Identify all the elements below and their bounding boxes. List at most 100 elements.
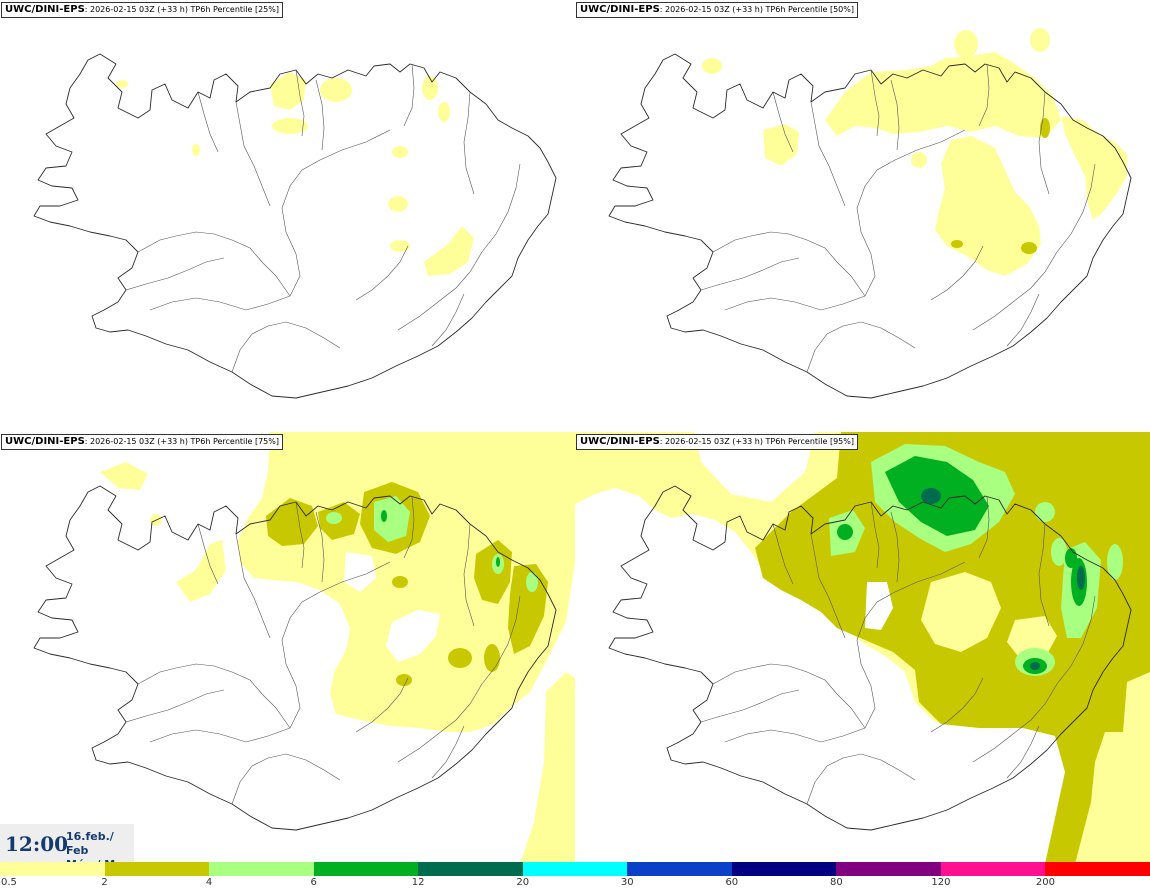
- road-line: [125, 257, 225, 291]
- model-name: UWC/DINI-EPS: [5, 436, 85, 447]
- road-line: [281, 561, 391, 729]
- color-legend-ticks: 0.5 2 4 6 12 20 30 60 80 120 200: [0, 876, 1150, 891]
- legend-tick-label: 6: [310, 877, 317, 888]
- precip-area: [1040, 118, 1050, 138]
- precip-area: [320, 78, 352, 102]
- precip-area: [496, 557, 500, 567]
- road-line: [403, 63, 415, 127]
- precip-area: [176, 540, 226, 602]
- road-line: [197, 523, 219, 585]
- run-info: : 2026-02-15 03Z (+33 h): [84, 5, 191, 14]
- coastline: [33, 53, 557, 399]
- road-line: [403, 495, 415, 559]
- precip-area: [837, 524, 853, 540]
- precip-area: [702, 58, 722, 74]
- precip-area: [921, 572, 1001, 652]
- precip-area: [1065, 548, 1077, 568]
- road-line: [137, 663, 291, 729]
- legend-swatch: [836, 862, 941, 876]
- road-line: [149, 727, 291, 743]
- precip-layer: [116, 72, 474, 276]
- road-line: [397, 595, 521, 763]
- road-line: [1038, 523, 1050, 627]
- precip-area: [392, 146, 408, 158]
- road-line: [972, 163, 1096, 331]
- valid-time: 12:00: [5, 832, 69, 856]
- model-name: UWC/DINI-EPS: [580, 4, 660, 15]
- run-info: : 2026-02-15 03Z (+33 h): [659, 437, 766, 446]
- valid-time-box: 12:00 16.feb./ Feb Mán./ Mon: [0, 824, 134, 871]
- legend-tick-label: 60: [725, 877, 739, 888]
- precip-area: [1007, 616, 1057, 660]
- precip-area: [484, 644, 500, 672]
- precip-area: [763, 124, 799, 166]
- legend-tick-label: 80: [829, 877, 843, 888]
- field-name: TP6h Percentile [75%]: [190, 437, 279, 446]
- legend-swatch: [627, 862, 732, 876]
- precip-area: [374, 496, 410, 542]
- legend-swatch: [940, 862, 1046, 876]
- road-line: [231, 753, 341, 805]
- precip-area: [326, 512, 342, 524]
- precip-area: [272, 118, 308, 134]
- legend-tick-label: 30: [620, 877, 634, 888]
- road-line: [972, 595, 1096, 763]
- road-line: [856, 561, 966, 729]
- precip-area: [1077, 566, 1085, 590]
- color-legend-bar: [0, 862, 1150, 876]
- panel-title: UWC/DINI-EPS: 2026-02-15 03Z (+33 h) TP6…: [576, 434, 858, 450]
- precip-area: [424, 226, 474, 276]
- road-line: [431, 725, 465, 779]
- road-line: [806, 321, 916, 373]
- road-line: [772, 523, 794, 585]
- road-line: [281, 129, 391, 297]
- road-line: [810, 533, 846, 639]
- precip-area: [270, 72, 306, 110]
- precip-area: [1107, 544, 1123, 580]
- precip-area: [386, 610, 440, 662]
- precip-area: [344, 552, 376, 592]
- legend-tick-label: 4: [205, 877, 213, 888]
- model-name: UWC/DINI-EPS: [580, 436, 660, 447]
- precip-area: [865, 582, 893, 630]
- road-line: [772, 91, 794, 153]
- road-line: [1038, 91, 1050, 195]
- precip-area: [1051, 538, 1067, 566]
- road-line: [810, 101, 846, 207]
- legend-swatch: [522, 862, 628, 876]
- legend-swatch: [418, 862, 523, 876]
- precip-area: [474, 540, 512, 604]
- precip-area: [508, 564, 548, 654]
- precip-area: [116, 80, 128, 88]
- coastline: [608, 485, 1132, 831]
- road-line: [197, 91, 219, 153]
- map-panel-p25: UWC/DINI-EPS: 2026-02-15 03Z (+33 h) TP6…: [0, 0, 575, 432]
- legend-swatch: [104, 862, 210, 876]
- precip-area: [520, 672, 575, 864]
- road-line: [1006, 725, 1040, 779]
- road-line: [295, 69, 305, 137]
- road-line: [806, 753, 916, 805]
- run-info: : 2026-02-15 03Z (+33 h): [659, 5, 766, 14]
- precip-area: [266, 498, 318, 546]
- precip-area: [396, 674, 412, 686]
- valid-date-line: 16.feb./ Feb: [66, 830, 114, 857]
- road-line: [890, 511, 900, 583]
- map-panel-p75: UWC/DINI-EPS: 2026-02-15 03Z (+33 h) TP6…: [0, 432, 575, 864]
- road-line: [870, 501, 880, 569]
- precip-area: [422, 76, 438, 100]
- road-line: [355, 677, 409, 733]
- map-panel-p50: UWC/DINI-EPS: 2026-02-15 03Z (+33 h) TP6…: [575, 0, 1150, 432]
- road-line: [700, 257, 800, 291]
- legend-swatch: [313, 862, 419, 876]
- road-line: [235, 533, 271, 639]
- precip-layer: [575, 432, 1150, 864]
- panel-title: UWC/DINI-EPS: 2026-02-15 03Z (+33 h) TP6…: [1, 434, 283, 450]
- legend-tick-label: 200: [1035, 877, 1055, 888]
- model-name: UWC/DINI-EPS: [5, 4, 85, 15]
- road-line: [978, 63, 990, 127]
- legend-tick-label: 120: [931, 877, 951, 888]
- precip-area: [100, 462, 148, 490]
- precip-area: [390, 240, 410, 252]
- precip-area: [951, 240, 963, 248]
